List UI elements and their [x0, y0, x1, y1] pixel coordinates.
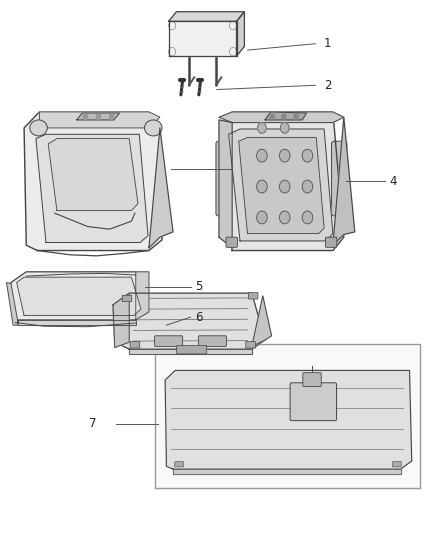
FancyBboxPatch shape — [325, 237, 337, 247]
FancyBboxPatch shape — [303, 373, 321, 386]
FancyBboxPatch shape — [226, 237, 237, 247]
Polygon shape — [136, 272, 149, 320]
Circle shape — [282, 114, 286, 119]
Polygon shape — [36, 134, 148, 243]
Polygon shape — [149, 128, 173, 248]
Text: 6: 6 — [195, 311, 202, 324]
Circle shape — [110, 114, 114, 119]
Ellipse shape — [30, 120, 47, 136]
Circle shape — [279, 180, 290, 193]
Polygon shape — [11, 272, 149, 320]
FancyBboxPatch shape — [332, 141, 347, 216]
Circle shape — [302, 180, 313, 193]
Bar — [155, 344, 420, 488]
Text: 7: 7 — [89, 417, 96, 430]
FancyBboxPatch shape — [175, 462, 184, 467]
FancyBboxPatch shape — [248, 293, 258, 299]
Polygon shape — [229, 129, 333, 241]
Text: 3: 3 — [237, 163, 244, 176]
Polygon shape — [173, 469, 401, 474]
Circle shape — [279, 149, 290, 162]
FancyBboxPatch shape — [392, 462, 401, 467]
Circle shape — [83, 114, 88, 119]
FancyBboxPatch shape — [122, 295, 132, 302]
Ellipse shape — [145, 120, 162, 136]
Circle shape — [258, 123, 266, 133]
Polygon shape — [129, 349, 252, 354]
Circle shape — [302, 211, 313, 224]
Circle shape — [257, 149, 267, 162]
Text: 5: 5 — [195, 280, 202, 293]
FancyBboxPatch shape — [290, 383, 336, 421]
FancyBboxPatch shape — [130, 342, 140, 348]
Polygon shape — [219, 112, 344, 251]
Circle shape — [257, 180, 267, 193]
Polygon shape — [169, 12, 244, 21]
Polygon shape — [252, 296, 272, 346]
Circle shape — [280, 123, 289, 133]
Polygon shape — [113, 293, 129, 348]
Polygon shape — [219, 112, 344, 123]
Polygon shape — [18, 320, 136, 325]
Circle shape — [257, 211, 267, 224]
Text: 2: 2 — [324, 79, 332, 92]
Text: 1: 1 — [324, 37, 332, 50]
Polygon shape — [39, 112, 160, 128]
FancyBboxPatch shape — [246, 342, 255, 348]
Circle shape — [302, 149, 313, 162]
Circle shape — [279, 211, 290, 224]
FancyBboxPatch shape — [216, 141, 231, 216]
Circle shape — [270, 114, 275, 119]
FancyBboxPatch shape — [155, 336, 183, 346]
Polygon shape — [165, 370, 412, 469]
Polygon shape — [333, 117, 355, 245]
FancyBboxPatch shape — [177, 345, 207, 354]
Polygon shape — [17, 277, 141, 316]
Text: 4: 4 — [390, 175, 397, 188]
Polygon shape — [24, 112, 162, 251]
Polygon shape — [48, 139, 138, 211]
Polygon shape — [113, 293, 265, 349]
Polygon shape — [7, 282, 18, 325]
FancyBboxPatch shape — [198, 336, 226, 346]
Polygon shape — [265, 112, 307, 120]
Circle shape — [96, 114, 101, 119]
Polygon shape — [237, 12, 244, 56]
Polygon shape — [239, 138, 324, 233]
Polygon shape — [77, 113, 120, 120]
Polygon shape — [169, 21, 237, 56]
Circle shape — [294, 114, 298, 119]
Polygon shape — [219, 120, 232, 248]
